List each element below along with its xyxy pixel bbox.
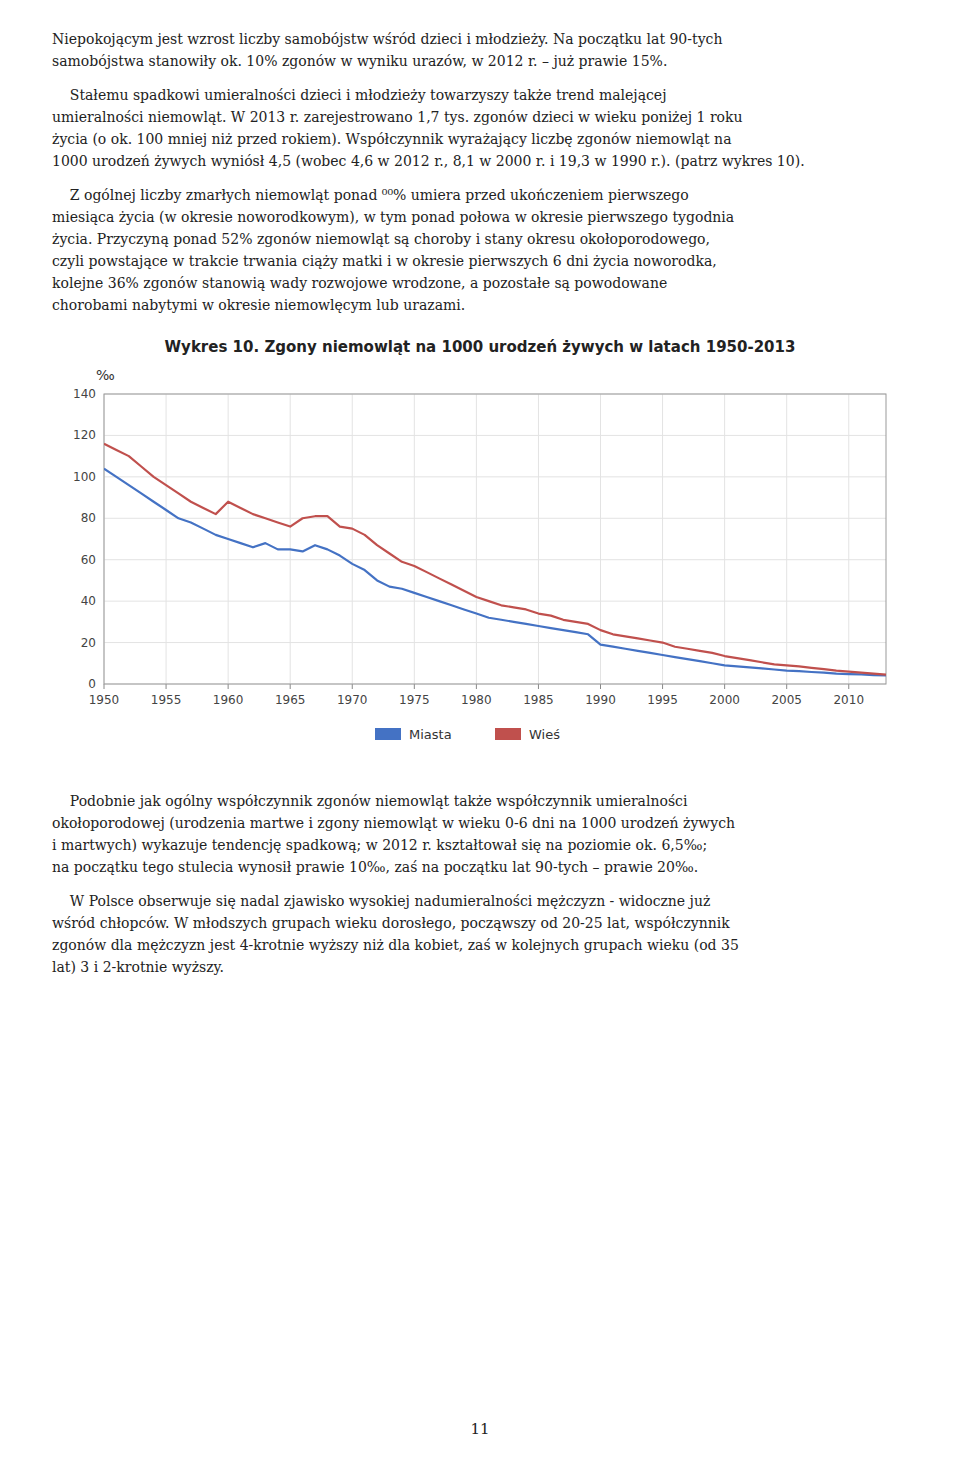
y-tick-label: 120 [73,428,96,442]
text-line: samobójstwa stanowiły ok. 10% zgonów w w… [52,50,908,72]
y-tick-label: 40 [81,594,96,608]
text-line: Z ogólnej liczby zmarłych niemowląt pona… [52,184,908,206]
x-tick [104,684,105,689]
text-line: okołoporodowej (urodzenia martwe i zgony… [52,812,908,834]
x-tick-label: 2005 [771,693,802,707]
x-tick-label: 1995 [647,693,678,707]
x-tick-label: 1990 [585,693,616,707]
x-tick-label: 1970 [337,693,368,707]
x-tick-label: 1950 [89,693,120,707]
x-tick [848,684,849,689]
grid-line [104,642,886,643]
x-tick [166,684,167,689]
y-tick-label: 0 [88,677,96,691]
paragraph: Podobnie jak ogólny współczynnik zgonów … [52,790,908,878]
text-line: wśród chłopców. W młodszych grupach wiek… [52,912,908,934]
x-tick-label: 1980 [461,693,492,707]
grid-line [724,394,725,684]
grid-line [476,394,477,684]
x-tick [228,684,229,689]
text-line: chorobami nabytymi w okresie niemowlęcym… [52,294,908,316]
paragraph: Stałemu spadkowi umieralności dzieci i m… [52,84,908,172]
grid-line [104,559,886,560]
series-line [104,469,886,676]
grid-line [538,394,539,684]
text-line: czyli powstające w trakcie trwania ciąży… [52,250,908,272]
grid-line [786,394,787,684]
x-tick [476,684,477,689]
text-line: miesiąca życia (w okresie noworodkowym),… [52,206,908,228]
x-tick [538,684,539,689]
text-line: kolejne 36% zgonów stanowią wady rozwojo… [52,272,908,294]
grid-line [166,394,167,684]
x-tick [414,684,415,689]
grid-line [104,435,886,436]
series-line [104,444,886,675]
x-tick-label: 2000 [709,693,740,707]
chart-title: Wykres 10. Zgony niemowląt na 1000 urodz… [52,338,908,356]
paragraph: Niepokojącym jest wzrost liczby samobójs… [52,28,908,72]
x-tick [290,684,291,689]
y-tick-label: 60 [81,553,96,567]
page-number: 11 [0,1420,960,1438]
chart: 0 20 40 60 80 100 120 140 1950 1955 1960 1965 1970 19… [52,360,908,774]
text-line: umieralności niemowląt. W 2013 r. zareje… [52,106,908,128]
grid-line [104,518,886,519]
text-line: na początku tego stulecia wynosił prawie… [52,856,908,878]
text-line: W Polsce obserwuje się nadal zjawisko wy… [52,890,908,912]
text-line: życia (o ok. 100 mniej niż przed rokiem)… [52,128,908,150]
text-line: Niepokojącym jest wzrost liczby samobójs… [52,28,908,50]
grid-line [352,394,353,684]
page: Niepokojącym jest wzrost liczby samobójs… [52,28,908,990]
x-tick-label: 1965 [275,693,306,707]
text-line: lat) 3 i 2-krotnie wyższy. [52,956,908,978]
x-tick [662,684,663,689]
grid-line [662,394,663,684]
x-tick-label: 1960 [213,693,244,707]
y-tick-label: 140 [73,387,96,401]
legend-label: Miasta [409,727,452,742]
x-tick [352,684,353,689]
grid-line [600,394,601,684]
y-tick-label: 100 [73,470,96,484]
x-tick [724,684,725,689]
lines [104,444,886,676]
x-tick-label: 1985 [523,693,554,707]
x-tick [600,684,601,689]
x-tick-label: 1955 [151,693,182,707]
text-line: Podobnie jak ogólny współczynnik zgonów … [52,790,908,812]
grid-line [290,394,291,684]
text-line: 1000 urodzeń żywych wyniósł 4,5 (wobec 4… [52,150,908,172]
text-line: zgonów dla mężczyzn jest 4-krotnie wyższ… [52,934,908,956]
grid-line [848,394,849,684]
plot-frame [104,394,886,684]
text-line: Stałemu spadkowi umieralności dzieci i m… [52,84,908,106]
grid [104,394,886,684]
x-tick-label: 1975 [399,693,430,707]
grid-line [414,394,415,684]
y-axis-label: ‰ [96,367,115,383]
y-tick-label: 80 [81,511,96,525]
paragraph: Z ogólnej liczby zmarłych niemowląt pona… [52,184,908,316]
x-tick [786,684,787,689]
y-tick-label: 20 [81,636,96,650]
legend-swatch [375,728,401,740]
legend-swatch [495,728,521,740]
chart-svg: 0 20 40 60 80 100 120 140 1950 1955 1960 1965 1970 19… [52,360,908,770]
text-line: i martwych) wykazuje tendencję spadkową;… [52,834,908,856]
x-tick-label: 2010 [833,693,864,707]
grid-line [104,601,886,602]
legend-label: Wieś [529,727,560,742]
legend: Miasta Wieś [375,727,560,742]
grid-line [104,476,886,477]
text-line: życia. Przyczyną ponad 52% zgonów niemow… [52,228,908,250]
paragraph: W Polsce obserwuje się nadal zjawisko wy… [52,890,908,978]
